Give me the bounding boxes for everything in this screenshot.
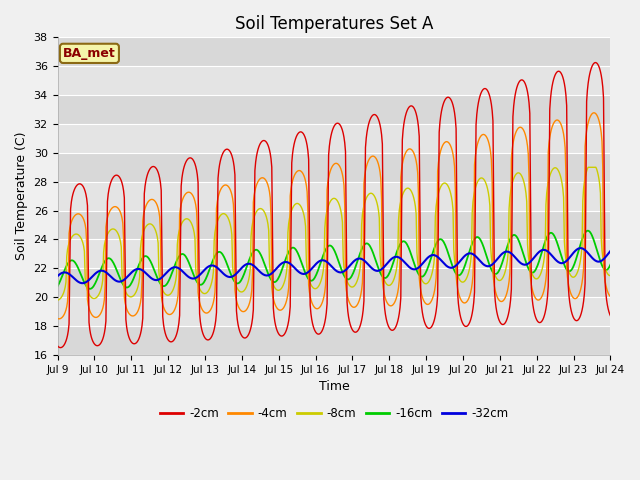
Bar (58, 297, 611, 326)
Bar (58, 95, 611, 124)
X-axis label: Time: Time (319, 380, 349, 393)
Bar (58, 268, 611, 297)
Bar (58, 124, 611, 153)
Y-axis label: Soil Temperature (C): Soil Temperature (C) (15, 132, 28, 261)
Text: BA_met: BA_met (63, 47, 116, 60)
Bar (58, 37, 611, 66)
Bar (58, 66, 611, 95)
Bar (58, 182, 611, 211)
Bar (58, 211, 611, 240)
Bar (58, 153, 611, 182)
Title: Soil Temperatures Set A: Soil Temperatures Set A (235, 15, 433, 33)
Bar (58, 240, 611, 268)
Legend: -2cm, -4cm, -8cm, -16cm, -32cm: -2cm, -4cm, -8cm, -16cm, -32cm (155, 402, 513, 425)
Bar (58, 326, 611, 355)
